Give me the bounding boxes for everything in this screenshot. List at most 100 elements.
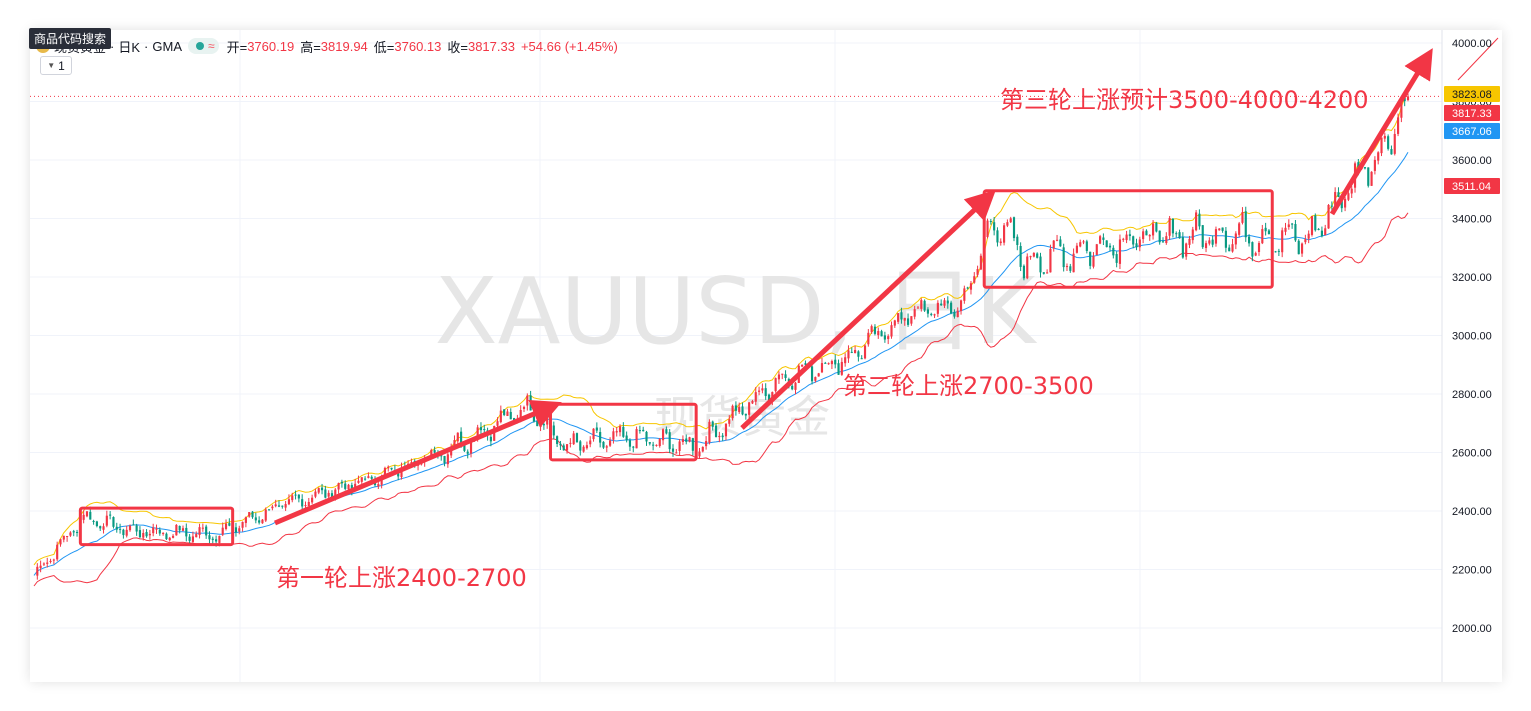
candle-body xyxy=(1165,236,1168,244)
candle-body xyxy=(632,446,635,448)
trend-arrow xyxy=(274,399,562,526)
candle-body xyxy=(1175,233,1178,235)
candle-body xyxy=(274,504,277,507)
candle-body xyxy=(572,433,575,445)
collapse-legend-button[interactable]: ▼ 1 xyxy=(40,56,72,75)
candle-body xyxy=(1059,239,1062,247)
candle-body xyxy=(1214,229,1218,244)
candle-body xyxy=(754,392,757,402)
candle-body xyxy=(1069,266,1072,271)
candle-body xyxy=(221,527,224,535)
candle-body xyxy=(582,446,585,452)
interval-label[interactable]: 日K xyxy=(118,39,141,55)
candle-body xyxy=(119,528,122,530)
candle-body xyxy=(1118,239,1122,264)
candle-body xyxy=(820,363,824,373)
candle-body xyxy=(668,432,671,450)
candle-body xyxy=(748,402,751,415)
candle-body xyxy=(575,433,579,443)
candle-body xyxy=(1151,223,1155,236)
candle-body xyxy=(1201,225,1204,248)
candle-body xyxy=(1079,242,1082,247)
candle-body xyxy=(592,428,595,440)
candle-body xyxy=(148,533,151,536)
candle-body xyxy=(890,325,893,337)
candle-body xyxy=(456,432,459,442)
candle-body xyxy=(1310,216,1314,235)
candle-body xyxy=(1234,233,1237,245)
candle-body xyxy=(99,526,102,529)
candle-body xyxy=(661,429,665,441)
candle-body xyxy=(251,511,254,518)
candle-body xyxy=(1350,188,1353,194)
candle-body xyxy=(973,276,976,283)
candle-body xyxy=(1320,230,1323,237)
candle-body xyxy=(1208,240,1211,244)
candle-body xyxy=(628,440,632,447)
candle-body xyxy=(115,526,118,530)
candle-body xyxy=(986,220,989,237)
candle-body xyxy=(277,505,281,507)
market-status-pill[interactable]: ≈ xyxy=(188,38,219,54)
candle-body xyxy=(824,362,827,364)
candle-body xyxy=(175,524,178,536)
candle-body xyxy=(228,523,231,526)
candle-body xyxy=(112,517,115,527)
ohlc-close-value: 3817.33 xyxy=(467,38,515,54)
candle-body xyxy=(75,531,79,533)
candle-body xyxy=(880,331,883,337)
candle-body xyxy=(791,385,794,390)
candle-body xyxy=(244,517,247,523)
candle-body xyxy=(556,436,559,444)
price-label-box xyxy=(1444,86,1500,102)
candle-body xyxy=(923,300,926,311)
candle-body xyxy=(191,536,194,542)
candle-body xyxy=(311,497,314,503)
candle-body xyxy=(741,406,744,415)
price-tick-label: 3400.00 xyxy=(1452,214,1492,226)
lower-band-line xyxy=(33,212,1409,587)
annotation-text: 第一轮上涨2400-2700 xyxy=(276,564,527,592)
candle-body xyxy=(155,528,158,530)
candle-body xyxy=(125,529,128,536)
candle-body xyxy=(171,535,175,538)
candle-body xyxy=(814,377,817,381)
candle-body xyxy=(936,302,939,314)
candle-body xyxy=(618,426,622,433)
candle-body xyxy=(1396,117,1400,134)
candle-body xyxy=(1251,242,1254,257)
candle-body xyxy=(49,560,52,562)
candle-body xyxy=(602,441,605,448)
candle-body xyxy=(1195,212,1198,231)
candle-body xyxy=(109,514,112,516)
candle-body xyxy=(751,401,754,404)
candle-body xyxy=(1085,241,1088,251)
candle-body xyxy=(443,456,446,464)
candle-body xyxy=(1046,272,1049,274)
candle-body xyxy=(665,429,668,434)
candle-body xyxy=(542,424,545,426)
candle-body xyxy=(569,442,572,444)
candle-body xyxy=(370,476,373,479)
candle-body xyxy=(857,351,860,357)
candle-body xyxy=(1039,256,1042,273)
consolidation-box xyxy=(548,402,698,462)
candle-body xyxy=(234,527,238,533)
candle-body xyxy=(1373,159,1376,171)
candle-body xyxy=(364,478,367,480)
candle-body xyxy=(1248,236,1251,244)
candle-body xyxy=(897,313,900,322)
candle-body xyxy=(344,483,347,489)
candle-body xyxy=(655,444,658,446)
candle-body xyxy=(1092,256,1095,267)
candle-body xyxy=(195,533,198,538)
chart-header: 现货黄金 · 日K · GMA ≈ 开= 3760.19 高= 3819.94 … xyxy=(36,36,624,56)
candle-body xyxy=(873,326,877,334)
candle-body xyxy=(605,446,608,448)
candle-body xyxy=(330,493,334,498)
candle-body xyxy=(1297,240,1300,255)
candle-body xyxy=(1016,236,1019,245)
candle-body xyxy=(294,494,297,496)
candle-body xyxy=(152,527,155,534)
